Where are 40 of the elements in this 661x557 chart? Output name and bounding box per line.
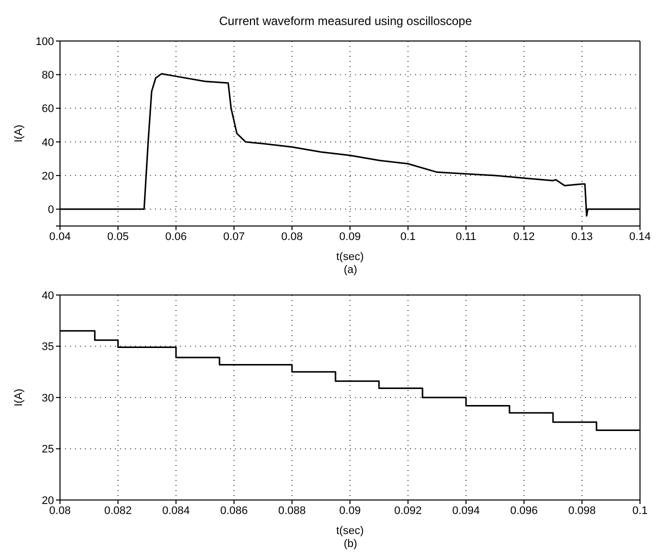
x-tick-label: 0.086: [220, 504, 248, 517]
x-tick-label: 0.094: [452, 504, 480, 517]
y-tick-label: 35: [42, 341, 54, 354]
x-tick-label: 0.096: [510, 504, 538, 517]
chart-title: Current waveform measured using oscilloscope: [218, 13, 473, 30]
y-axis-title: I(A): [12, 388, 25, 406]
y-tick-label: 25: [42, 444, 54, 456]
x-tick-label: 0.084: [162, 504, 190, 517]
x-tick-label: 0.05: [107, 230, 129, 243]
text: (b): [342, 538, 358, 552]
y-tick-label: 20: [42, 170, 54, 182]
x-tick-label: 0.07: [223, 230, 245, 243]
text: (a): [342, 264, 358, 278]
x-tick-label: 0.092: [394, 504, 422, 517]
x-tick-label: 0.08: [49, 504, 71, 517]
x-tick-label: 0.08: [281, 230, 303, 243]
x-tick-label: 0.13: [571, 230, 593, 243]
x-tick-label: 0.11: [456, 230, 476, 243]
x-tick-label: 0.06: [165, 230, 187, 243]
x-tick-label: 0.12: [513, 230, 535, 243]
x-tick-label: 0.1: [632, 504, 648, 517]
y-tick-label: 40: [42, 136, 54, 149]
x-tick-label: 0.1: [400, 230, 416, 243]
x-tick-label: 0.14: [629, 230, 651, 243]
y-tick-label: 0: [48, 204, 54, 216]
x-tick-label: 0.088: [278, 504, 306, 517]
y-tick-label: 100: [36, 36, 54, 48]
y-tick-label: 40: [42, 290, 54, 302]
x-tick-label: 0.098: [568, 504, 596, 517]
x-axis-title: t(sec): [336, 251, 364, 263]
x-tick-label: 0.04: [49, 230, 71, 243]
y-tick-label: 30: [42, 392, 54, 404]
x-tick-label: 0.082: [104, 504, 132, 517]
x-axis-title: t(sec): [336, 525, 364, 537]
x-tick-label: 0.09: [339, 504, 361, 517]
y-tick-label: 80: [42, 70, 54, 82]
y-axis-title: I(A): [12, 124, 25, 142]
y-tick-label: 60: [42, 103, 54, 116]
y-tick-label: 20: [42, 494, 54, 507]
x-tick-label: 0.09: [339, 230, 361, 243]
